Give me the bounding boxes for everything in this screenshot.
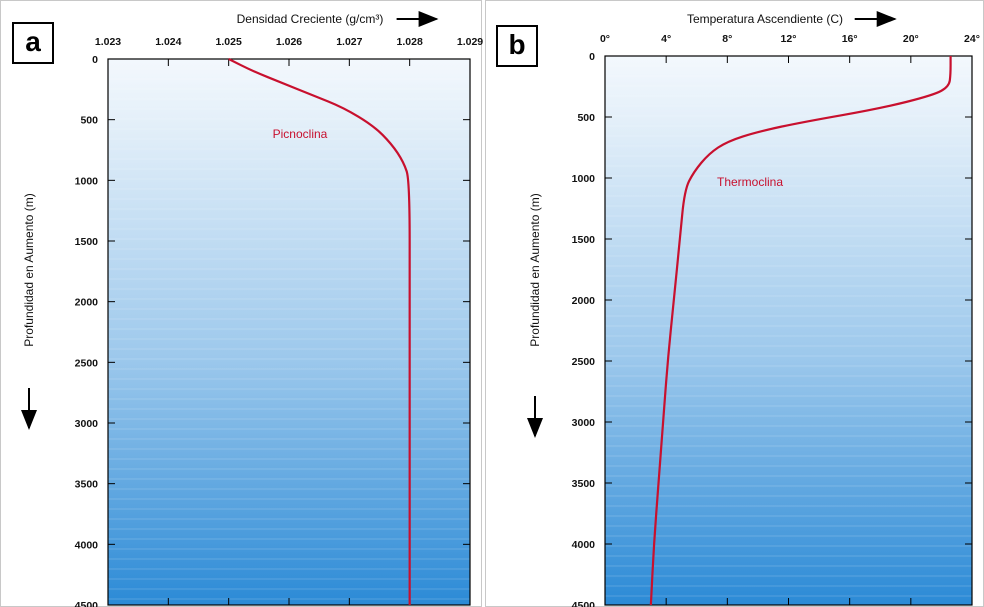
x-tick-label: 1.023 xyxy=(95,36,121,48)
x-axis-title: Densidad Creciente (g/cm³) xyxy=(237,12,384,26)
y-tick-label: 3000 xyxy=(75,418,99,430)
y-tick-label: 2000 xyxy=(572,295,596,307)
x-tick-label: 1.026 xyxy=(276,36,302,48)
y-tick-label: 500 xyxy=(577,112,595,124)
x-tick-label: 1.027 xyxy=(336,36,362,48)
y-tick-label: 3500 xyxy=(572,478,596,490)
y-tick-label: 3500 xyxy=(75,479,99,491)
y-tick-label: 4000 xyxy=(75,539,99,551)
plot-area-b xyxy=(605,56,972,605)
x-tick-label: 1.028 xyxy=(397,36,423,48)
annotation-b: Thermoclina xyxy=(717,175,783,189)
x-tick-label: 0° xyxy=(600,33,610,45)
y-axis-title: Profundidad en Aumento (m) xyxy=(22,193,36,346)
x-tick-label: 24° xyxy=(964,33,980,45)
annotation-a: Picnoclina xyxy=(273,127,328,141)
x-tick-label: 1.024 xyxy=(155,36,181,48)
x-tick-label: 12° xyxy=(781,33,797,45)
y-tick-label: 2500 xyxy=(75,357,99,369)
x-tick-label: 8° xyxy=(722,33,732,45)
y-tick-label: 4000 xyxy=(572,539,596,551)
y-tick-label: 4500 xyxy=(572,600,596,607)
y-tick-label: 2500 xyxy=(572,356,596,368)
panel-label-b: b xyxy=(496,25,538,67)
y-tick-label: 1000 xyxy=(75,175,99,187)
x-tick-label: 20° xyxy=(903,33,919,45)
x-tick-label: 1.029 xyxy=(457,36,483,48)
series-line-b xyxy=(649,55,952,606)
y-tick-label: 2000 xyxy=(75,297,99,309)
y-axis-title: Profundidad en Aumento (m) xyxy=(528,193,542,346)
y-tick-label: 1500 xyxy=(75,236,99,248)
panel-label-a: a xyxy=(12,22,54,64)
x-tick-label: 1.025 xyxy=(216,36,242,48)
series-line-a xyxy=(228,58,411,605)
y-tick-label: 0 xyxy=(92,54,98,66)
y-tick-label: 4500 xyxy=(75,600,99,607)
y-tick-label: 1000 xyxy=(572,173,596,185)
x-axis-title: Temperatura Ascendiente (C) xyxy=(687,12,843,26)
x-tick-label: 16° xyxy=(842,33,858,45)
x-tick-label: 4° xyxy=(661,33,671,45)
y-tick-label: 500 xyxy=(80,115,98,127)
y-tick-label: 3000 xyxy=(572,417,596,429)
y-tick-label: 0 xyxy=(589,51,595,63)
y-tick-label: 1500 xyxy=(572,234,596,246)
